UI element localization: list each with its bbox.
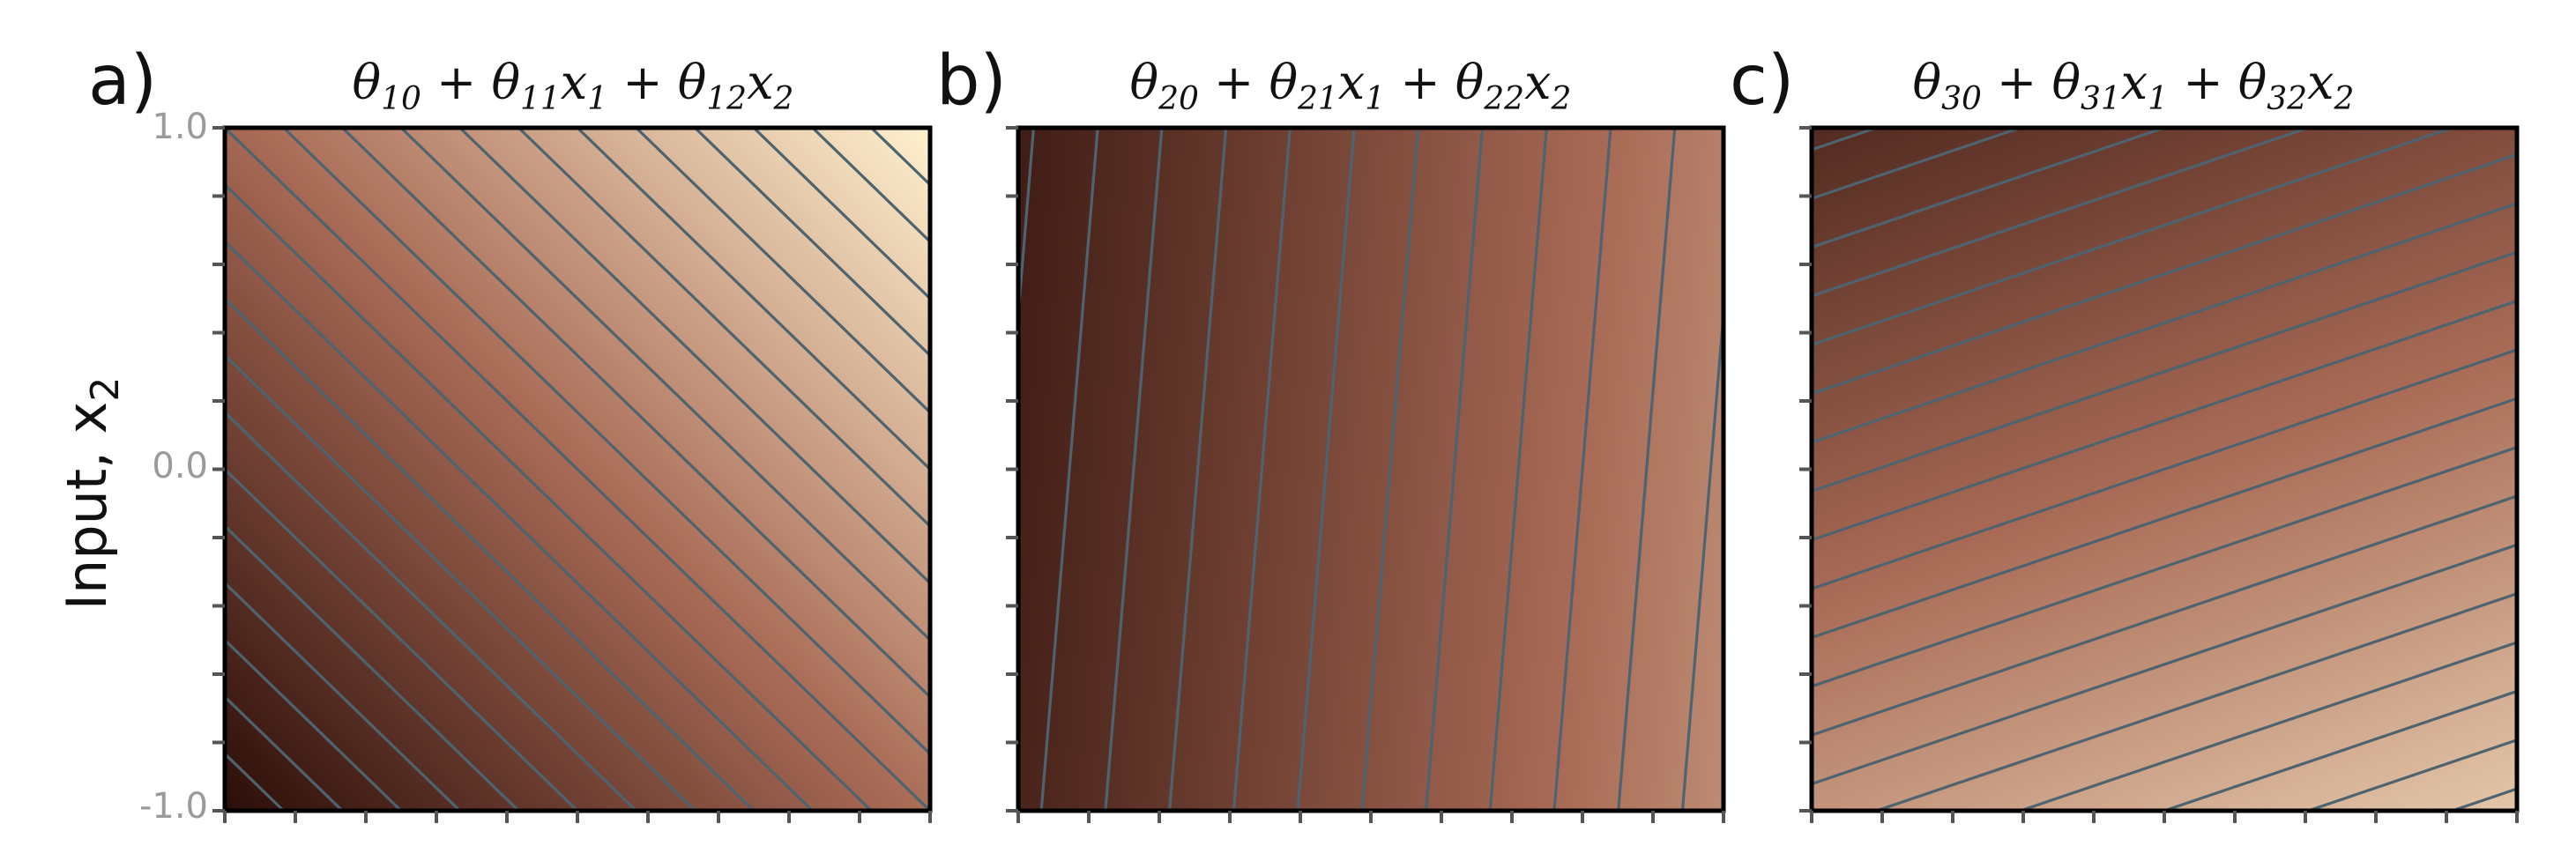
contour-line [694,128,930,357]
contour-line [1552,128,1612,811]
contour-line [1812,250,2517,493]
contour-line [225,524,520,811]
panel-c: c) θ30 + θ31x1 + θ32x2 [1730,41,2520,823]
panel-b-plot [1006,125,1726,823]
contour-line [225,468,579,811]
contour-line [576,128,930,471]
contour-line [811,128,930,243]
panel-c-title: θ30 + θ31x1 + θ32x2 [1913,55,2355,117]
contour-lines [1018,128,1724,811]
panel-a-title: θ10 + θ11x1 + θ12x2 [353,55,794,117]
contour-line [1812,128,1877,152]
contour-line [225,241,814,811]
contour-line [1039,128,1099,811]
y-axis-label: Input, x2 [55,377,128,611]
contour-line [1617,128,1677,811]
contour-line [2307,738,2517,811]
contour-line [225,582,461,811]
contour-line [1812,128,2453,346]
contour-line [225,354,696,811]
contour-line [2163,689,2517,811]
contour-line [1812,543,2517,786]
contour-line [341,128,930,698]
contour-lines [1812,128,2517,811]
contour-line [1875,592,2517,811]
contour-line [1812,446,2517,688]
contour-line [870,128,930,186]
contour-line [517,128,930,528]
y-tick-label-middle: 0.0 [152,446,208,486]
contour-line [1812,397,2517,639]
contour-line [225,128,930,811]
panel-a: a) θ10 + θ11x1 + θ12x2 [88,41,933,823]
contour-line [458,128,930,584]
contour-line [1812,348,2517,590]
contour-line [1812,152,2517,396]
contour-line [225,297,756,811]
y-axis-label-text: Input, x [55,402,119,611]
contour-line [635,128,930,414]
y-axis-label-subscript: 2 [83,377,128,402]
contour-line [752,128,930,300]
y-tick-label-bottom: -1.0 [139,786,208,827]
contour-line [399,128,930,642]
contour-line [1812,128,2309,298]
contour-line [1018,128,1036,315]
contour-line [1812,128,2165,249]
panel-b-letter: b) [936,41,1007,121]
contour-line [225,753,285,811]
y-tick-label-top: 1.0 [152,107,208,147]
panel-b-title: θ20 + θ21x1 + θ22x2 [1130,55,1572,117]
contour-line [225,411,637,811]
panel-c-letter: c) [1730,41,1794,121]
panel-b: b) θ20 + θ21x1 + θ22x2 [936,41,1726,823]
contour-line [225,183,873,811]
panel-c-plot [1799,125,2520,823]
contour-line [1812,494,2517,737]
contour-line [1296,128,1356,811]
contour-line [1424,128,1485,811]
contour-line [2452,787,2517,811]
contour-line [1104,128,1164,811]
contour-line [1488,128,1548,811]
contour-line [1812,300,2517,542]
contour-line [1232,128,1292,811]
panel-a-letter: a) [88,41,157,121]
panel-a-plot [212,125,933,823]
contour-line [1680,314,1724,811]
contour-line [1360,128,1420,811]
contour-line [225,639,403,811]
contour-line [2020,641,2517,811]
contour-line [225,695,344,811]
contour-lines [225,128,930,811]
contour-line [282,128,930,755]
contour-line [1812,202,2517,444]
contour-line [1812,128,2021,200]
contour-line [1168,128,1228,811]
